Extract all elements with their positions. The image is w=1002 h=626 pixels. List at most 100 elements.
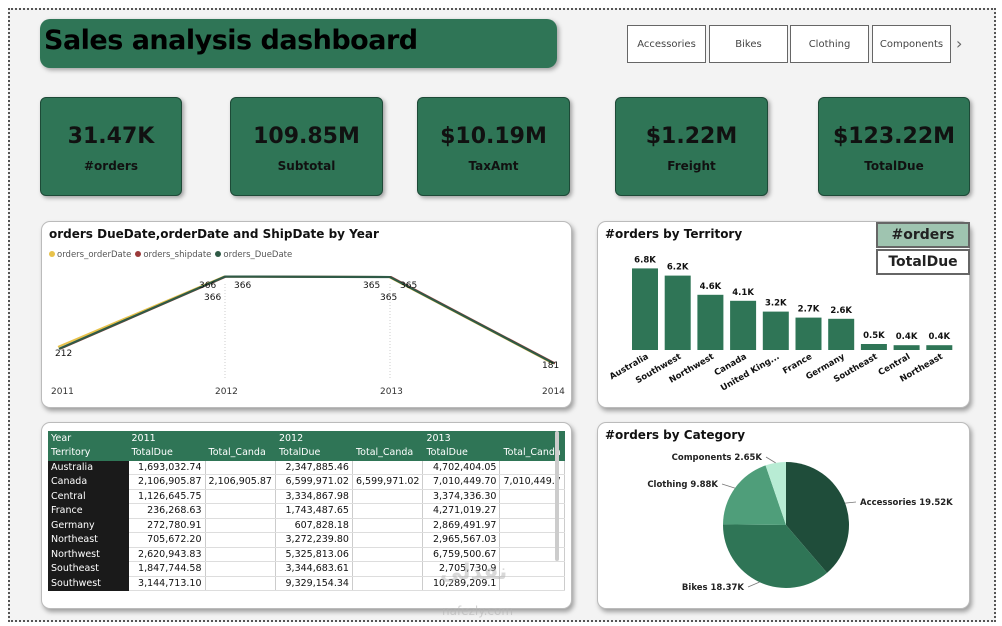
legend-item-orderdate[interactable]: orders_orderDate	[49, 250, 131, 260]
value-cell	[499, 503, 565, 519]
value-cell: 1,743,487.65	[275, 503, 353, 519]
column-header[interactable]: TotalDue	[128, 445, 206, 461]
value-cell	[499, 518, 565, 533]
table-row[interactable]: Central 1,126,645.75 3,334,867.98 3,374,336…	[48, 489, 565, 504]
slicer-components[interactable]: Components	[872, 25, 951, 63]
matrix-table: Year 2011 2012 2013 Territory TotalDue T…	[48, 431, 565, 591]
territory-cell: Germany	[48, 518, 129, 533]
value-cell: 705,672.20	[128, 532, 206, 548]
line-chart-legend: orders_orderDate orders_shipdate orders_…	[49, 250, 292, 260]
bar-value-label: 6.8K	[634, 255, 656, 265]
value-cell: 7,010,449.70	[422, 474, 501, 490]
kpi-label: TaxAmt	[468, 159, 519, 173]
pie-data-label: Clothing 9.88K	[647, 480, 718, 490]
table-row[interactable]: Northeast 705,672.20 3,272,239.80 2,965,567…	[48, 532, 565, 548]
value-cell	[205, 561, 276, 577]
bar-value-label: 0.5K	[863, 331, 885, 341]
territory-cell: Southwest	[48, 576, 129, 591]
value-cell: 2,106,905.87	[205, 474, 276, 490]
value-cell: 3,334,867.98	[275, 489, 353, 504]
kpi-value: $10.19M	[440, 124, 547, 149]
value-cell: 2,869,491.97	[422, 518, 501, 533]
table-row[interactable]: Germany 272,780.91 607,828.18 2,869,491.97	[48, 518, 565, 533]
bar-value-label: 6.2K	[667, 263, 689, 273]
column-header[interactable]: Total_Canda	[205, 445, 276, 461]
value-cell: 272,780.91	[128, 518, 206, 533]
bar	[795, 317, 822, 350]
value-cell: 6,599,971.02	[275, 474, 353, 490]
x-tick-label: United King...	[719, 352, 781, 394]
pie-slice-clothing	[723, 465, 786, 525]
kpi-card-freight: $1.22M Freight	[615, 97, 768, 196]
value-cell	[352, 518, 424, 533]
bar-chart-panel[interactable]: #orders by Territory 6.8K Australia 6.2K So…	[597, 221, 970, 408]
x-tick-label: 2011	[51, 387, 74, 397]
value-cell: 6,599,971.02	[352, 474, 424, 490]
toggle-totaldue-button[interactable]: TotalDue	[876, 249, 970, 275]
value-cell: 2,620,943.83	[128, 547, 206, 562]
bar	[632, 268, 658, 350]
toggle-orders-button[interactable]: #orders	[876, 222, 970, 248]
bar-value-label: 0.4K	[896, 332, 918, 342]
x-tick-label: 2013	[380, 387, 403, 397]
bar-value-label: 4.1K	[732, 288, 754, 298]
kpi-card-subtotal: 109.85M Subtotal	[230, 97, 383, 196]
value-cell: 2,106,905.87	[128, 474, 206, 490]
bar-value-label: 3.2K	[765, 299, 787, 309]
value-cell	[205, 460, 276, 475]
legend-dot	[215, 251, 222, 257]
line-chart-panel[interactable]: orders DueDate,orderDate and ShipDate by…	[41, 221, 572, 408]
value-cell	[499, 489, 565, 504]
value-cell	[205, 503, 276, 519]
kpi-card-taxamt: $10.19M TaxAmt	[417, 97, 570, 196]
year-col-header[interactable]: 2013	[422, 431, 501, 446]
legend-dot	[49, 251, 55, 257]
slicer-clothing[interactable]: Clothing	[790, 25, 869, 63]
chevron-right-icon[interactable]: ›	[956, 34, 963, 53]
value-cell: 7,010,449.7	[499, 474, 565, 490]
table-row[interactable]: France 236,268.63 1,743,487.65 4,271,019.27	[48, 503, 565, 519]
value-cell	[205, 518, 276, 533]
value-cell	[205, 576, 276, 591]
data-label: 366	[234, 281, 251, 291]
slicer-bikes[interactable]: Bikes	[709, 25, 788, 63]
data-label: 365	[380, 293, 397, 303]
pie-data-label: Components 2.65K	[672, 453, 763, 463]
column-header[interactable]: TotalDue	[422, 445, 501, 461]
column-header[interactable]: Total_Canda	[352, 445, 424, 461]
table-row[interactable]: Canada 2,106,905.87 2,106,905.87 6,599,971.…	[48, 474, 565, 490]
pie-data-label: Accessories 19.52K	[860, 498, 953, 508]
matrix-table-panel[interactable]: Year 2011 2012 2013 Territory TotalDue T…	[41, 422, 572, 609]
legend-label: orders_shipdate	[143, 250, 212, 260]
value-cell	[352, 503, 424, 519]
legend-item-shipdate[interactable]: orders_shipdate	[135, 250, 211, 260]
line-series-orders-orderdate	[57, 275, 554, 365]
bar	[926, 345, 953, 350]
table-row[interactable]: Northwest 2,620,943.83 5,325,813.06 6,759,5…	[48, 547, 565, 562]
territory-cell: Northeast	[48, 532, 129, 548]
data-label: 365	[400, 281, 417, 291]
column-header[interactable]: TotalDue	[275, 445, 353, 461]
table-row[interactable]: Australia 1,693,032.74 2,347,885.46 4,702,4…	[48, 460, 565, 475]
bar-value-label: 2.7K	[798, 305, 820, 315]
vertical-scrollbar[interactable]	[555, 431, 559, 561]
value-cell: 1,693,032.74	[128, 460, 206, 475]
year-col-header[interactable]: 2011	[128, 431, 206, 446]
pie-slice-components	[765, 462, 786, 525]
pie-chart-panel[interactable]: #orders by Category Accessories 19.52K Bi…	[597, 422, 970, 609]
year-col-header[interactable]: 2012	[275, 431, 353, 446]
leader-line	[845, 501, 857, 504]
table-header-row: Year 2011 2012 2013	[48, 431, 565, 446]
value-cell: 10,289,209.1	[422, 576, 501, 591]
bar-value-label: 2.6K	[830, 306, 852, 316]
year-col-spacer	[352, 431, 424, 446]
slicer-accessories[interactable]: Accessories	[627, 25, 706, 63]
legend-label: orders_DueDate	[223, 250, 293, 260]
table-row[interactable]: Southwest 3,144,713.10 9,329,154.34 10,289,…	[48, 576, 565, 591]
column-header[interactable]: Total_Canda	[499, 445, 565, 461]
line-series-orders-duedate	[58, 275, 555, 365]
legend-item-duedate[interactable]: orders_DueDate	[215, 250, 292, 260]
table-row[interactable]: Southeast 1,847,744.58 3,344,683.61 2,705,7…	[48, 561, 565, 577]
value-cell	[499, 532, 565, 548]
